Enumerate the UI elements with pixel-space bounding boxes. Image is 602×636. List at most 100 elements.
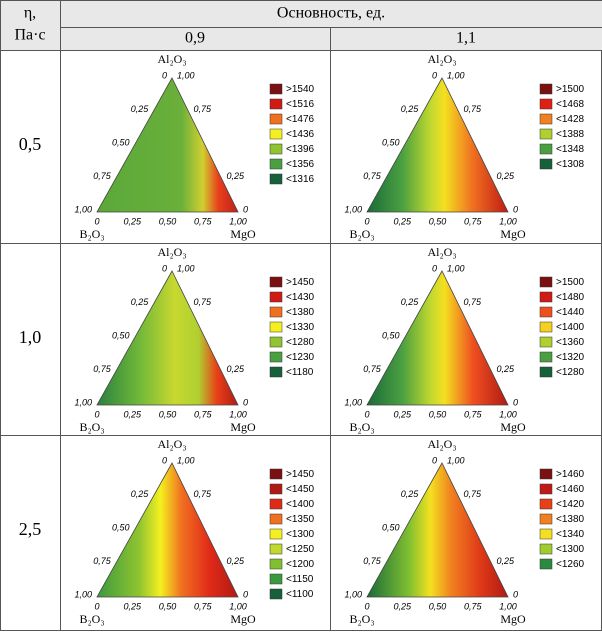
axis-tick: 0,75 bbox=[194, 409, 213, 419]
axis-tick: 0,75 bbox=[363, 556, 382, 566]
axis-tick: 1,00 bbox=[499, 601, 517, 611]
legend-swatch bbox=[539, 468, 553, 480]
legend-swatch bbox=[269, 128, 283, 140]
axis-tick: 0,25 bbox=[123, 216, 142, 226]
axis-tick: 1,00 bbox=[344, 397, 362, 407]
vertex-label: MgO bbox=[230, 420, 256, 434]
legend-swatch bbox=[269, 291, 283, 303]
axis-tick: 0,25 bbox=[401, 489, 420, 499]
legend-label: >1500 bbox=[556, 84, 585, 95]
ternary-plot bbox=[366, 77, 509, 213]
legend-label: <1396 bbox=[286, 144, 315, 155]
vertex-label: B₂O₃ bbox=[79, 420, 104, 434]
axis-tick: 0 bbox=[364, 601, 369, 611]
legend-swatch bbox=[539, 528, 553, 540]
axis-tick: 0,75 bbox=[194, 489, 213, 499]
legend-swatch bbox=[539, 128, 553, 140]
legend-swatch bbox=[539, 483, 553, 495]
axis-tick: 0,50 bbox=[382, 137, 400, 147]
axis-tick: 1,00 bbox=[74, 204, 92, 214]
axis-tick: 0 bbox=[243, 589, 248, 599]
vertex-label: MgO bbox=[500, 612, 526, 626]
ternary-plot bbox=[366, 270, 509, 406]
legend-label: <1200 bbox=[286, 559, 315, 570]
axis-tick: 1,00 bbox=[344, 204, 362, 214]
legend-label: >1540 bbox=[286, 84, 315, 95]
axis-tick: 0 bbox=[94, 409, 99, 419]
legend-swatch bbox=[269, 543, 283, 555]
vertex-label: Al₂O₃ bbox=[157, 52, 186, 66]
axis-tick: 1,00 bbox=[74, 589, 92, 599]
legend-label: <1380 bbox=[556, 514, 585, 525]
legend-swatch bbox=[539, 351, 553, 363]
ternary-plot bbox=[96, 270, 239, 406]
axis-tick: 0,75 bbox=[194, 104, 213, 114]
legend-label: <1280 bbox=[286, 337, 315, 348]
legend-label: <1350 bbox=[286, 514, 315, 525]
legend-swatch bbox=[539, 291, 553, 303]
row-label: 2,5 bbox=[19, 519, 42, 539]
vertex-label: MgO bbox=[230, 227, 256, 241]
legend-label: <1450 bbox=[286, 484, 315, 495]
axis-tick: 0,50 bbox=[159, 216, 177, 226]
axis-tick: 0 bbox=[162, 263, 167, 273]
column-header: 1,1 bbox=[456, 30, 476, 47]
legend-label: <1436 bbox=[286, 129, 315, 140]
legend-label: <1230 bbox=[286, 352, 315, 363]
legend-swatch bbox=[269, 513, 283, 525]
legend-swatch bbox=[539, 498, 553, 510]
axis-tick: 1,00 bbox=[499, 216, 517, 226]
axis-tick: 0,25 bbox=[131, 297, 150, 307]
axis-tick: 0,50 bbox=[112, 137, 130, 147]
axis-tick: 0,50 bbox=[159, 601, 177, 611]
axis-tick: 1,00 bbox=[447, 455, 465, 465]
legend-label: <1300 bbox=[286, 529, 315, 540]
legend-swatch bbox=[539, 143, 553, 155]
axis-tick: 0,50 bbox=[429, 216, 447, 226]
legend-swatch bbox=[539, 306, 553, 318]
legend-swatch bbox=[269, 113, 283, 125]
legend-swatch bbox=[269, 558, 283, 570]
legend-label: <1100 bbox=[286, 589, 314, 600]
legend-label: <1280 bbox=[556, 367, 585, 378]
legend-label: <1250 bbox=[286, 544, 315, 555]
axis-tick: 0,25 bbox=[401, 104, 420, 114]
legend-label: >1450 bbox=[286, 469, 315, 480]
axis-tick: 0,50 bbox=[112, 522, 130, 532]
legend-label: <1388 bbox=[556, 129, 585, 140]
axis-tick: 0 bbox=[162, 70, 167, 80]
legend-swatch bbox=[269, 158, 283, 170]
axis-tick: 0,25 bbox=[131, 104, 150, 114]
legend-swatch bbox=[269, 321, 283, 333]
vertex-label: Al₂O₃ bbox=[157, 437, 186, 451]
vertex-label: Al₂O₃ bbox=[427, 437, 456, 451]
corner-label: Па·с bbox=[14, 27, 45, 44]
legend-swatch bbox=[269, 573, 283, 585]
legend-swatch bbox=[269, 351, 283, 363]
legend-swatch bbox=[269, 588, 283, 600]
axis-tick: 1,00 bbox=[177, 70, 195, 80]
legend-swatch bbox=[539, 276, 553, 288]
legend-label: <1150 bbox=[286, 574, 314, 585]
axis-tick: 0,75 bbox=[194, 216, 213, 226]
axis-tick: 0,75 bbox=[93, 556, 112, 566]
axis-tick: 0,75 bbox=[363, 171, 382, 181]
legend-swatch bbox=[539, 543, 553, 555]
axis-tick: 1,00 bbox=[499, 409, 517, 419]
legend-swatch bbox=[539, 321, 553, 333]
axis-tick: 1,00 bbox=[447, 70, 465, 80]
column-header: 0,9 bbox=[185, 30, 205, 47]
axis-tick: 0 bbox=[243, 397, 248, 407]
vertex-label: MgO bbox=[500, 420, 526, 434]
axis-tick: 0,75 bbox=[464, 409, 483, 419]
axis-tick: 0,50 bbox=[382, 522, 400, 532]
axis-tick: 0,75 bbox=[194, 297, 213, 307]
axis-tick: 0,25 bbox=[227, 556, 246, 566]
legend-swatch bbox=[269, 498, 283, 510]
legend-swatch bbox=[269, 143, 283, 155]
legend-label: <1360 bbox=[556, 337, 585, 348]
legend-label: <1330 bbox=[286, 322, 315, 333]
legend-label: <1476 bbox=[286, 114, 315, 125]
legend-label: <1348 bbox=[556, 144, 585, 155]
